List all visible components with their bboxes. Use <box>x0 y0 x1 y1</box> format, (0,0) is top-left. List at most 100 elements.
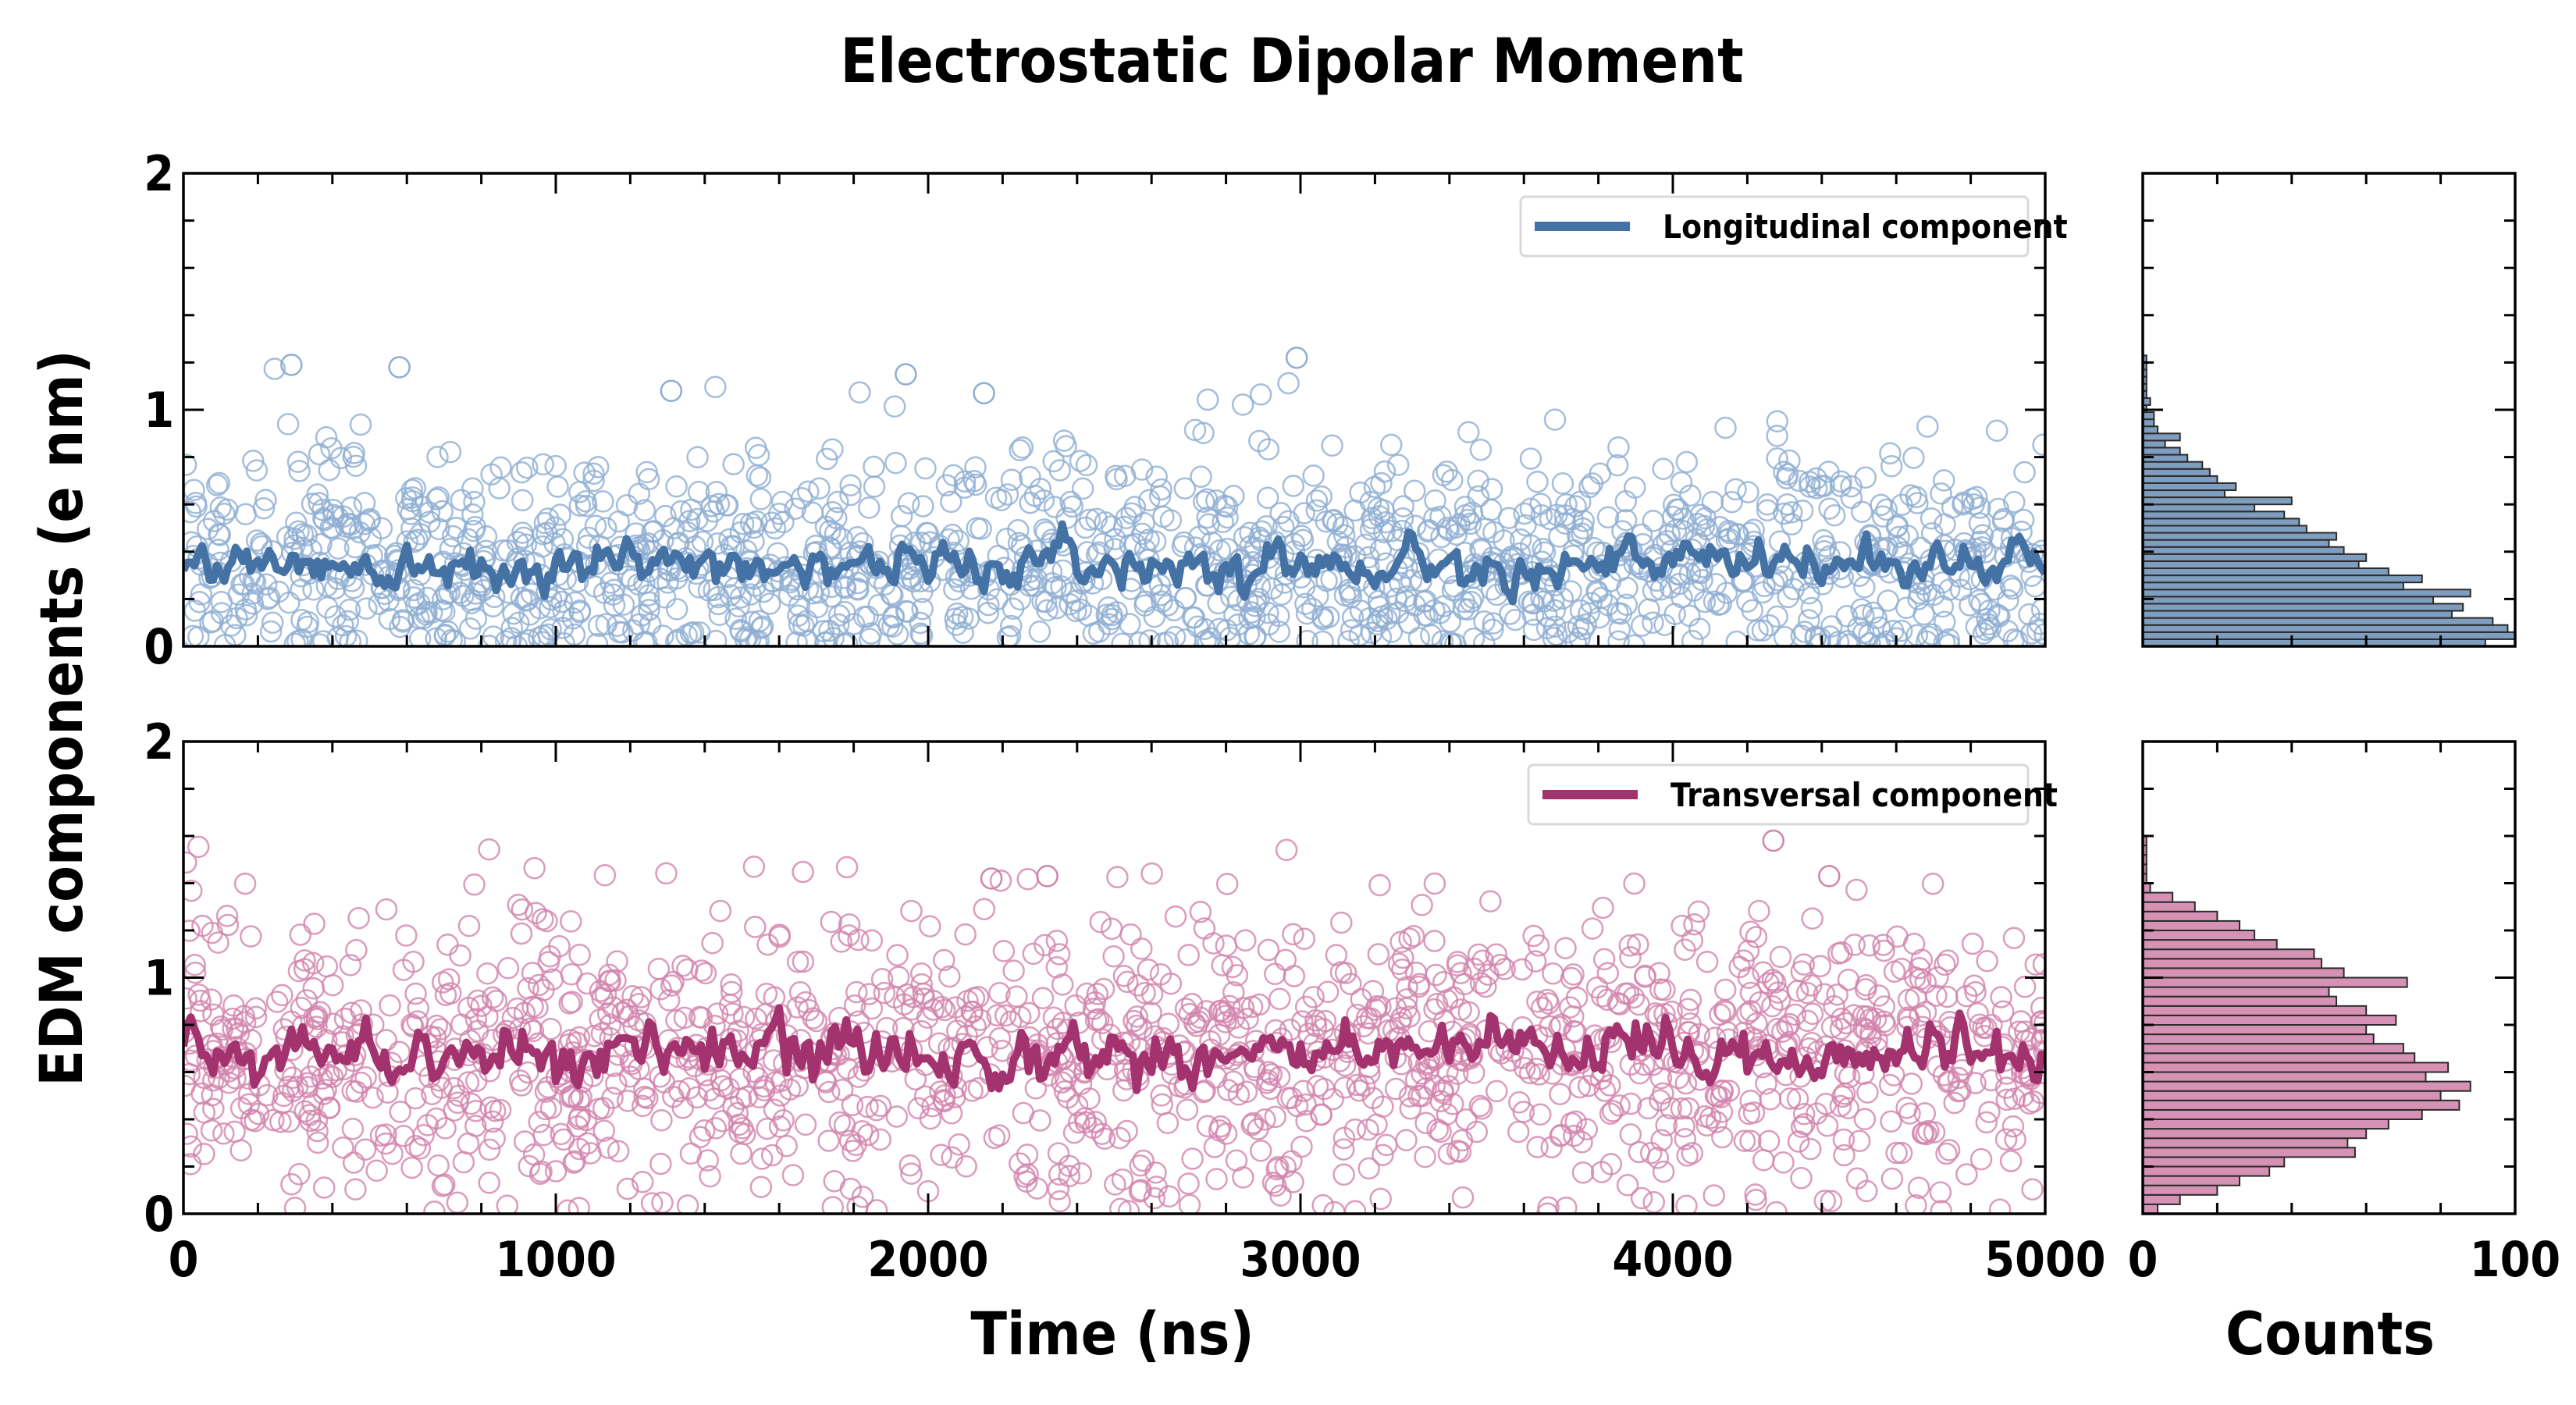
histogram-bar <box>2142 567 2389 577</box>
scatter-point <box>1066 1094 1089 1117</box>
scatter-point <box>439 440 462 464</box>
scatter-point <box>1259 1077 1282 1101</box>
scatter-point <box>1652 457 1674 480</box>
scatter-point <box>1333 1054 1357 1077</box>
scatter-point <box>1257 938 1280 962</box>
scatter-point <box>1642 1191 1665 1214</box>
scatter-point <box>1856 1081 1879 1104</box>
scatter-point <box>1854 466 1877 489</box>
scatter-point <box>1445 516 1468 539</box>
scatter-point <box>283 632 307 646</box>
legend-label: Transversal component <box>1670 776 2058 814</box>
histogram-bar <box>2142 489 2226 499</box>
scatter-point <box>341 1080 364 1102</box>
scatter-point <box>1628 1062 1651 1085</box>
scatter-point <box>349 413 372 436</box>
histogram-bar <box>2142 539 2330 548</box>
scatter-point <box>938 965 961 988</box>
scatter-point <box>1619 946 1642 969</box>
scatter-point <box>653 586 677 609</box>
scatter-point <box>954 923 977 946</box>
scatter-point <box>1642 611 1664 634</box>
scatter-point <box>1036 599 1059 622</box>
scatter-point <box>592 490 614 513</box>
scatter-point <box>1711 1126 1734 1149</box>
scatter-point <box>1373 521 1396 544</box>
scatter-point <box>461 589 483 612</box>
scatter-point <box>315 1079 337 1101</box>
scatter-point <box>828 1111 851 1134</box>
scatter-point <box>1571 517 1594 540</box>
scatter-point <box>536 507 560 530</box>
scatter-point <box>1675 450 1699 474</box>
scatter-point <box>1649 1089 1671 1112</box>
scatter-point <box>1133 539 1157 561</box>
scatter-point <box>1225 1149 1248 1172</box>
scatter-point <box>575 494 598 518</box>
scatter-point <box>1877 589 1899 612</box>
scatter-point <box>1332 1138 1355 1161</box>
scatter-point <box>756 1117 779 1140</box>
scatter-point <box>1856 1179 1878 1203</box>
scatter-point <box>792 614 815 637</box>
scatter-point <box>784 497 806 520</box>
scatter-point <box>786 996 809 1019</box>
scatter-point <box>1194 1079 1216 1102</box>
scatter-point <box>523 856 546 880</box>
scatter-point <box>1575 1118 1599 1141</box>
scatter-point <box>1181 1147 1204 1170</box>
scatter-point <box>1387 952 1411 976</box>
timeseries-panel-transversal: 0 1 2 0 1000 2000 3000 4000 5000 Transversal comp… <box>144 713 2105 1288</box>
scatter-point <box>952 621 974 644</box>
scatter-point <box>276 413 300 436</box>
scatter-point <box>1853 576 1876 599</box>
scatter-point <box>1119 923 1142 946</box>
scatter-point <box>1338 578 1361 601</box>
scatter-point <box>404 1135 427 1158</box>
scatter-point <box>1249 1140 1272 1162</box>
scatter-point <box>1873 995 1896 1018</box>
scatter-point <box>1683 912 1706 936</box>
scatter-point <box>1554 937 1577 959</box>
scatter-point <box>237 1093 261 1115</box>
scatter-point <box>202 510 226 532</box>
scatter-point <box>1138 629 1161 646</box>
scatter-point <box>193 1066 215 1090</box>
scatter-point <box>768 923 791 946</box>
scatter-point <box>1389 1012 1412 1034</box>
scatter-point <box>1907 588 1930 610</box>
scatter-point <box>633 533 656 556</box>
scatter-point-outlier <box>280 354 303 376</box>
scatter-point <box>1016 1163 1039 1186</box>
histogram-bar <box>2142 1137 2349 1149</box>
scatter-point <box>649 1152 672 1176</box>
scatter-point <box>1766 605 1788 628</box>
scatter-point <box>1194 629 1217 646</box>
scatter-point <box>1325 944 1348 966</box>
scatter-point <box>568 1197 591 1214</box>
scatter-point <box>699 1165 721 1188</box>
scatter-point <box>1457 508 1479 532</box>
scatter-point <box>693 1119 716 1142</box>
scatter-point <box>1890 619 1913 642</box>
scatter-point <box>869 1094 892 1118</box>
scatter-point <box>1078 1087 1101 1110</box>
scatter-point <box>1814 535 1838 557</box>
scatter-point-outlier <box>895 363 917 386</box>
scatter-point <box>1652 1160 1675 1183</box>
scatter-point <box>1145 1176 1168 1198</box>
scatter-point <box>676 958 699 981</box>
scatter-point <box>598 969 621 993</box>
scatter-point <box>1452 597 1475 621</box>
scatter-point <box>277 1075 301 1098</box>
scatter-point <box>408 1137 432 1160</box>
scatter-point <box>1172 531 1195 554</box>
scatter-point <box>1140 862 1163 885</box>
histogram-bar <box>2142 425 2159 435</box>
scatter-point <box>296 615 319 638</box>
scatter-point <box>1801 1002 1824 1026</box>
scatter-point <box>1009 1005 1032 1029</box>
scatter-point <box>718 528 741 551</box>
scatter-point <box>1674 1128 1697 1151</box>
scatter-point <box>676 1194 699 1214</box>
